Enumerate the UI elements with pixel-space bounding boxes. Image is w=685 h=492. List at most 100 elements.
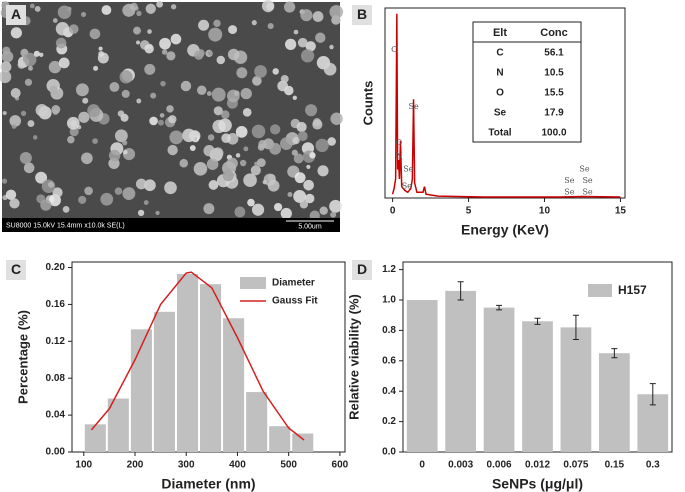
sem-particle [235, 126, 248, 138]
sem-particle [170, 4, 177, 10]
sem-particle [317, 165, 329, 177]
sem-particle [122, 140, 128, 146]
sem-particle [297, 37, 308, 48]
y-tick-label: 0.4 [382, 386, 396, 397]
sem-particle [292, 136, 300, 145]
panel-label: A [11, 6, 21, 22]
sem-particle [55, 37, 67, 49]
bar [445, 290, 477, 452]
sem-particle [274, 202, 283, 212]
sem-particle [207, 50, 213, 56]
sem-particle [122, 3, 136, 17]
sem-particle [269, 142, 282, 155]
sem-particle [145, 3, 156, 14]
sem-particle [329, 5, 344, 19]
sem-particle [49, 85, 58, 95]
hist-bar [269, 426, 291, 452]
sem-particle [122, 187, 136, 200]
sem-particle [243, 173, 257, 188]
peak-label: Se [409, 102, 419, 111]
sem-particle [221, 110, 230, 119]
sem-particle [123, 149, 128, 155]
sem-particle [203, 203, 215, 215]
sem-particle [303, 179, 314, 191]
sem-particle [67, 135, 75, 144]
sem-particle [68, 24, 79, 34]
sem-particle [267, 179, 280, 192]
sem-particle [252, 76, 262, 86]
sem-particle [216, 55, 226, 65]
peak-label: Se [582, 176, 592, 185]
peak-label: C [391, 45, 397, 54]
sem-particle [23, 162, 35, 174]
table-cell: C [496, 48, 503, 59]
sem-particle [170, 33, 182, 45]
sem-particle [300, 9, 313, 22]
sem-particle [206, 158, 219, 171]
y-tick-label: 0.6 [382, 355, 396, 366]
x-axis-label: SeNPs (μg/μl) [492, 476, 583, 492]
sem-particle [251, 124, 266, 139]
y-tick-label: 0.20 [46, 262, 66, 273]
sem-particle [319, 206, 328, 215]
error-bar [572, 314, 579, 341]
sem-particle [297, 131, 308, 142]
sem-particle [305, 104, 318, 117]
table-cell: N [496, 68, 503, 79]
sem-particle [80, 11, 87, 18]
sem-particle [149, 116, 158, 126]
sem-particle [299, 200, 309, 209]
sem-particle [330, 112, 343, 125]
y-tick-label: 1.0 [382, 295, 396, 306]
y-tick-label: 0.08 [46, 373, 66, 384]
sem-particle [135, 178, 147, 190]
sem-particle [27, 120, 35, 128]
sem-particle [66, 116, 80, 130]
x-tick-label: 0.006 [487, 460, 512, 471]
legend-label: Gauss Fit [272, 296, 318, 307]
sem-info-bar [2, 218, 340, 232]
sem-particle [208, 27, 223, 42]
sem-particle [161, 49, 168, 55]
sem-particle [143, 200, 149, 205]
sem-particle [239, 159, 247, 167]
sem-particle [82, 97, 89, 104]
sem-particle [144, 44, 154, 54]
sem-particle [292, 95, 298, 100]
sem-particle [22, 52, 37, 67]
sem-particle [306, 164, 311, 169]
y-tick-label: 1.2 [382, 264, 396, 275]
sem-particle [280, 74, 289, 83]
sem-particle [121, 89, 130, 98]
hist-bar [176, 273, 199, 452]
x-tick-label: 300 [178, 460, 195, 471]
sem-particle [10, 27, 22, 39]
sem-particle [92, 138, 98, 144]
sem-particle [123, 70, 130, 77]
sem-particle [52, 187, 63, 198]
sem-particle [144, 179, 156, 192]
sem-particle [52, 18, 58, 23]
sem-particle [280, 207, 292, 220]
sem-particle [17, 60, 26, 69]
sem-particle [35, 171, 48, 184]
sem-particle [309, 152, 316, 159]
y-tick-label: 0.04 [46, 410, 66, 421]
hist-bar [130, 329, 152, 452]
sem-particle [0, 61, 12, 73]
sem-particle [48, 60, 62, 74]
error-bar [457, 281, 464, 301]
table-cell: 15.5 [544, 88, 564, 99]
sem-particle [287, 191, 293, 198]
sem-particle [293, 190, 307, 203]
sem-particle [262, 179, 268, 185]
sem-particle [169, 130, 184, 145]
sem-particle [9, 115, 22, 127]
hist-bar [200, 284, 222, 452]
sem-particle [2, 46, 11, 55]
sem-particle [159, 113, 165, 118]
x-tick-label: 0 [419, 460, 425, 471]
sem-particle [323, 62, 337, 76]
sem-particle [256, 158, 266, 168]
